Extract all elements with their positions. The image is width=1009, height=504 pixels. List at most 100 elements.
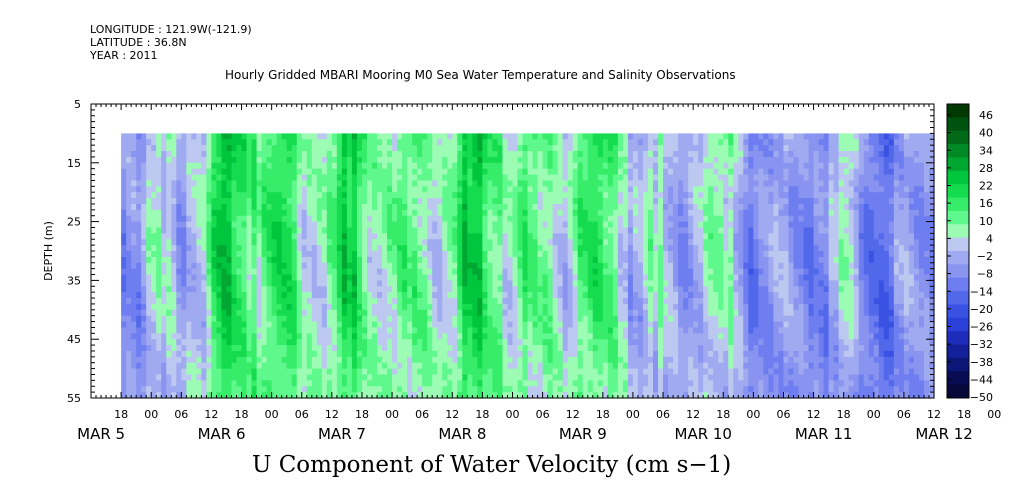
heatmap-cell	[647, 380, 654, 387]
heatmap-cell	[497, 221, 504, 229]
heatmap-cell	[166, 174, 172, 182]
heatmap-cell	[241, 145, 248, 152]
heatmap-cell	[567, 392, 574, 399]
heatmap-cell	[166, 145, 172, 152]
heatmap-cell	[387, 350, 393, 358]
heatmap-cell	[251, 356, 258, 364]
heatmap-cell	[221, 380, 228, 387]
heatmap-cell	[542, 251, 549, 258]
heatmap-cell	[341, 362, 348, 370]
heatmap-cell	[141, 156, 147, 164]
heatmap-cell	[366, 251, 373, 258]
heatmap-cell	[442, 374, 448, 381]
heatmap-cell	[462, 203, 468, 211]
heatmap-cell	[577, 156, 584, 164]
heatmap-cell	[673, 209, 679, 217]
heatmap-cell	[156, 303, 162, 311]
heatmap-cell	[597, 174, 604, 182]
heatmap-cell	[427, 180, 433, 187]
heatmap-cell	[346, 203, 353, 211]
heatmap-cell	[392, 333, 398, 340]
heatmap-cell	[151, 203, 157, 211]
heatmap-cell	[261, 368, 268, 376]
heatmap-cell	[497, 203, 504, 211]
heatmap-cell	[597, 233, 604, 240]
heatmap-cell	[372, 333, 378, 340]
heatmap-cell	[597, 321, 604, 329]
heatmap-cell	[612, 380, 619, 387]
heatmap-cell	[457, 356, 463, 364]
heatmap-cell	[617, 203, 624, 211]
heatmap-cell	[668, 374, 674, 381]
heatmap-cell	[126, 386, 132, 393]
heatmap-cell	[457, 362, 463, 370]
heatmap-cell	[261, 198, 268, 205]
heatmap-cell	[331, 151, 338, 158]
heatmap-cell	[437, 162, 443, 170]
heatmap-cell	[331, 380, 338, 387]
heatmap-cell	[487, 292, 494, 299]
heatmap-cell	[627, 274, 634, 281]
heatmap-cell	[181, 262, 187, 270]
heatmap-cell	[251, 245, 258, 252]
heatmap-cell	[642, 151, 649, 158]
heatmap-cell	[673, 174, 679, 182]
heatmap-cell	[627, 245, 634, 252]
heatmap-cell	[427, 133, 433, 140]
heatmap-cell	[161, 174, 167, 182]
heatmap-cell	[351, 280, 358, 287]
heatmap-cell	[607, 392, 614, 399]
heatmap-cell	[402, 315, 408, 323]
heatmap-cell	[442, 192, 448, 199]
heatmap-cell	[231, 186, 238, 193]
heatmap-cell	[537, 268, 544, 276]
heatmap-cell	[281, 356, 288, 364]
heatmap-cell	[612, 180, 619, 187]
heatmap-cell	[361, 350, 368, 358]
heatmap-cell	[351, 215, 358, 223]
heatmap-cell	[176, 192, 182, 199]
heatmap-cell	[196, 303, 202, 311]
heatmap-cell	[171, 233, 177, 240]
heatmap-cell	[412, 245, 418, 252]
heatmap-cell	[452, 186, 458, 193]
heatmap-cell	[647, 286, 654, 293]
heatmap-cell	[427, 303, 433, 311]
heatmap-cell	[261, 339, 268, 346]
heatmap-cell	[241, 186, 248, 193]
heatmap-cell	[432, 280, 438, 287]
heatmap-cell	[387, 386, 393, 393]
heatmap-cell	[221, 268, 228, 276]
heatmap-cell	[151, 356, 157, 364]
heatmap-cell	[366, 274, 373, 281]
heatmap-cell	[602, 215, 609, 223]
heatmap-cell	[542, 156, 549, 164]
heatmap-cell	[306, 203, 313, 211]
heatmap-cell	[522, 392, 529, 399]
heatmap-cell	[341, 274, 348, 281]
heatmap-cell	[151, 245, 157, 252]
heatmap-cell	[271, 151, 278, 158]
heatmap-cell	[412, 386, 418, 393]
heatmap-cell	[166, 386, 172, 393]
heatmap-cell	[532, 162, 539, 170]
heatmap-cell	[663, 321, 669, 329]
heatmap-cell	[592, 174, 599, 182]
heatmap-cell	[131, 339, 137, 346]
heatmap-cell	[321, 339, 328, 346]
heatmap-cell	[647, 333, 654, 340]
heatmap-cell	[427, 174, 433, 182]
heatmap-cell	[562, 227, 569, 234]
heatmap-cell	[642, 186, 649, 193]
heatmap-cell	[201, 374, 208, 381]
heatmap-cell	[402, 145, 408, 152]
heatmap-cell	[412, 227, 418, 234]
heatmap-cell	[527, 386, 534, 393]
heatmap-cell	[141, 303, 147, 311]
heatmap-cell	[331, 345, 338, 352]
heatmap-cell	[472, 180, 478, 187]
heatmap-cell	[176, 151, 182, 158]
heatmap-cell	[136, 356, 142, 364]
heatmap-cell	[547, 156, 554, 164]
heatmap-cell	[281, 315, 288, 323]
